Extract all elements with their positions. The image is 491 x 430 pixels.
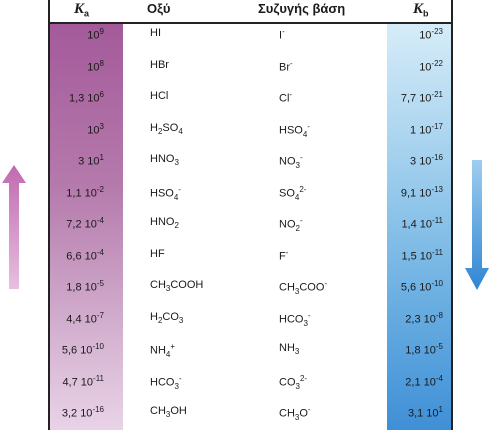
kb-value: 3,1 101 — [407, 405, 443, 420]
ka-value: 3,2 10-16 — [61, 405, 104, 420]
ka-value: 108 — [87, 58, 104, 74]
ka-value: 103 — [87, 121, 104, 137]
ka-value: 5,6 10-10 — [61, 342, 104, 357]
table-row: 1,3 106 HCl Cl- 7,7 10-21 — [0, 84, 491, 115]
ka-value: 7,2 10-4 — [66, 216, 104, 231]
kb-value: 7,7 10-21 — [400, 90, 443, 105]
acid-formula: HNO2 — [150, 216, 179, 231]
conjugate-base-formula: HCO3- — [279, 310, 311, 328]
conjugate-base-formula: CH3COO- — [279, 279, 328, 296]
ka-value: 3 101 — [78, 153, 104, 168]
ka-value: 1,3 106 — [68, 90, 104, 105]
acid-formula: H2CO3 — [150, 310, 184, 325]
kb-value: 3 10-16 — [410, 153, 443, 168]
acid-formula: CH3OH — [150, 405, 187, 420]
acid-formula: HBr — [150, 58, 169, 71]
kb-gradient-band — [387, 24, 451, 430]
acid-formula: HNO3 — [150, 153, 179, 168]
table-row: 5,6 10-10 NH4+ NH3 1,8 10-5 — [0, 336, 491, 367]
kb-value: 10-23 — [419, 27, 443, 42]
conjugate-base-formula: F- — [279, 247, 289, 263]
ka-value: 1,1 10-2 — [66, 184, 104, 200]
table-row: 109 HI I- 10-23 — [0, 21, 491, 52]
arrow-down-icon — [465, 160, 489, 290]
acid-formula: HCl — [150, 90, 169, 102]
table-row: 1,8 10-5 CH3COOH CH3COO- 5,6 10-10 — [0, 273, 491, 304]
left-rule — [48, 0, 50, 430]
acid-formula: HI — [150, 27, 161, 39]
kb-value: 2,3 10-8 — [405, 310, 443, 326]
header-ka: Ka — [74, 1, 90, 19]
kb-value: 1,8 10-5 — [405, 342, 443, 357]
kb-value: 1 10-17 — [410, 121, 443, 137]
conjugate-base-formula: CH3O- — [279, 405, 311, 422]
acid-formula: HCO3- — [150, 373, 182, 391]
acid-formula: HSO4- — [150, 184, 181, 202]
arrow-up-icon — [2, 165, 26, 289]
header-acid: Οξύ — [147, 1, 171, 16]
table-row: 7,2 10-4 HNO2 NO2- 1,4 10-11 — [0, 210, 491, 241]
conjugate-base-formula: Cl- — [279, 90, 293, 105]
right-rule — [451, 0, 453, 430]
table-row: 103 H2SO4 HSO4- 1 10-17 — [0, 116, 491, 147]
table-row: 6,6 10-4 HF F- 1,5 10-11 — [0, 242, 491, 273]
ka-value: 4,7 10-11 — [62, 373, 104, 389]
ka-value: 4,4 10-7 — [66, 310, 104, 326]
header-kb: Kb — [413, 1, 429, 19]
kb-value: 1,5 10-11 — [401, 247, 443, 263]
kb-value: 1,4 10-11 — [401, 216, 443, 231]
acid-formula: CH3COOH — [150, 279, 204, 294]
conjugate-base-formula: NO2- — [279, 216, 303, 233]
table-row: 4,7 10-11 HCO3- CO32- 2,1 10-4 — [0, 368, 491, 399]
ka-value: 6,6 10-4 — [66, 247, 104, 263]
conjugate-base-formula: NH3 — [279, 342, 300, 357]
ka-value: 1,8 10-5 — [66, 279, 104, 294]
acid-formula: NH4+ — [150, 342, 176, 359]
acid-formula: H2SO4 — [150, 121, 183, 136]
header-rule — [48, 22, 453, 24]
conjugate-base-formula: SO42- — [279, 184, 307, 202]
table-row: 1,1 10-2 HSO4- SO42- 9,1 10-13 — [0, 179, 491, 210]
header-conjugate-base: Συζυγής βάση — [258, 1, 346, 16]
conjugate-base-formula: HSO4- — [279, 121, 310, 139]
conjugate-base-formula: NO3- — [279, 153, 303, 170]
kb-value: 10-22 — [419, 58, 443, 74]
table-row: 4,4 10-7 H2CO3 HCO3- 2,3 10-8 — [0, 305, 491, 336]
kb-value: 2,1 10-4 — [405, 373, 443, 389]
conjugate-base-formula: Br- — [279, 58, 293, 74]
table-row: 108 HBr Br- 10-22 — [0, 53, 491, 84]
ka-value: 109 — [87, 27, 104, 42]
table-row: 3 101 HNO3 NO3- 3 10-16 — [0, 147, 491, 178]
table-row: 3,2 10-16 CH3OH CH3O- 3,1 101 — [0, 399, 491, 430]
conjugate-base-formula: I- — [279, 27, 285, 42]
kb-value: 5,6 10-10 — [400, 279, 443, 294]
kb-value: 9,1 10-13 — [400, 184, 443, 200]
acid-formula: HF — [150, 247, 165, 260]
ka-gradient-band — [50, 24, 123, 430]
conjugate-base-formula: CO32- — [279, 373, 308, 391]
